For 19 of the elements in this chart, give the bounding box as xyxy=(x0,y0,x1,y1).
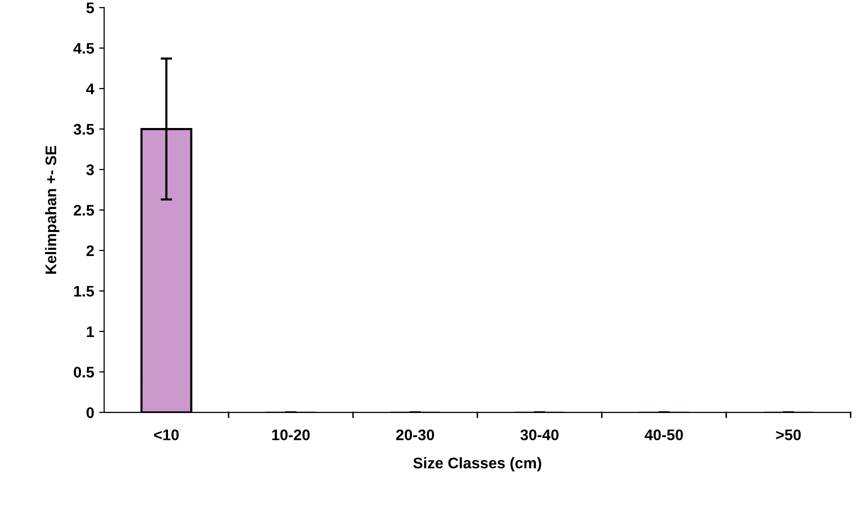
y-tick-label: 5 xyxy=(86,2,94,14)
y-tick-label: 2 xyxy=(86,245,94,256)
x-tick-label: >50 xyxy=(776,429,801,440)
y-tick-label: 3 xyxy=(86,164,94,176)
y-tick-label: 0 xyxy=(86,407,94,418)
y-tick-label: 1 xyxy=(86,326,94,337)
x-tick-label: 20-30 xyxy=(396,429,434,440)
y-tick-label: 2.5 xyxy=(74,204,94,216)
x-tick-label: 10-20 xyxy=(272,429,310,440)
y-tick-label: 3.5 xyxy=(74,124,94,135)
x-tick-label: 40-50 xyxy=(644,429,683,440)
y-tick-label: 1.5 xyxy=(74,286,94,297)
x-axis-title: Size Classes (cm) xyxy=(413,457,542,472)
y-tick-label: 4.5 xyxy=(73,43,94,54)
x-tick-label: 30-40 xyxy=(520,429,559,440)
y-tick-label: 0.5 xyxy=(74,366,94,378)
y-axis-title: Kelimpahan +- SE xyxy=(45,146,60,274)
y-tick-label: 4 xyxy=(86,84,94,94)
x-tick-label: <10 xyxy=(154,429,179,440)
